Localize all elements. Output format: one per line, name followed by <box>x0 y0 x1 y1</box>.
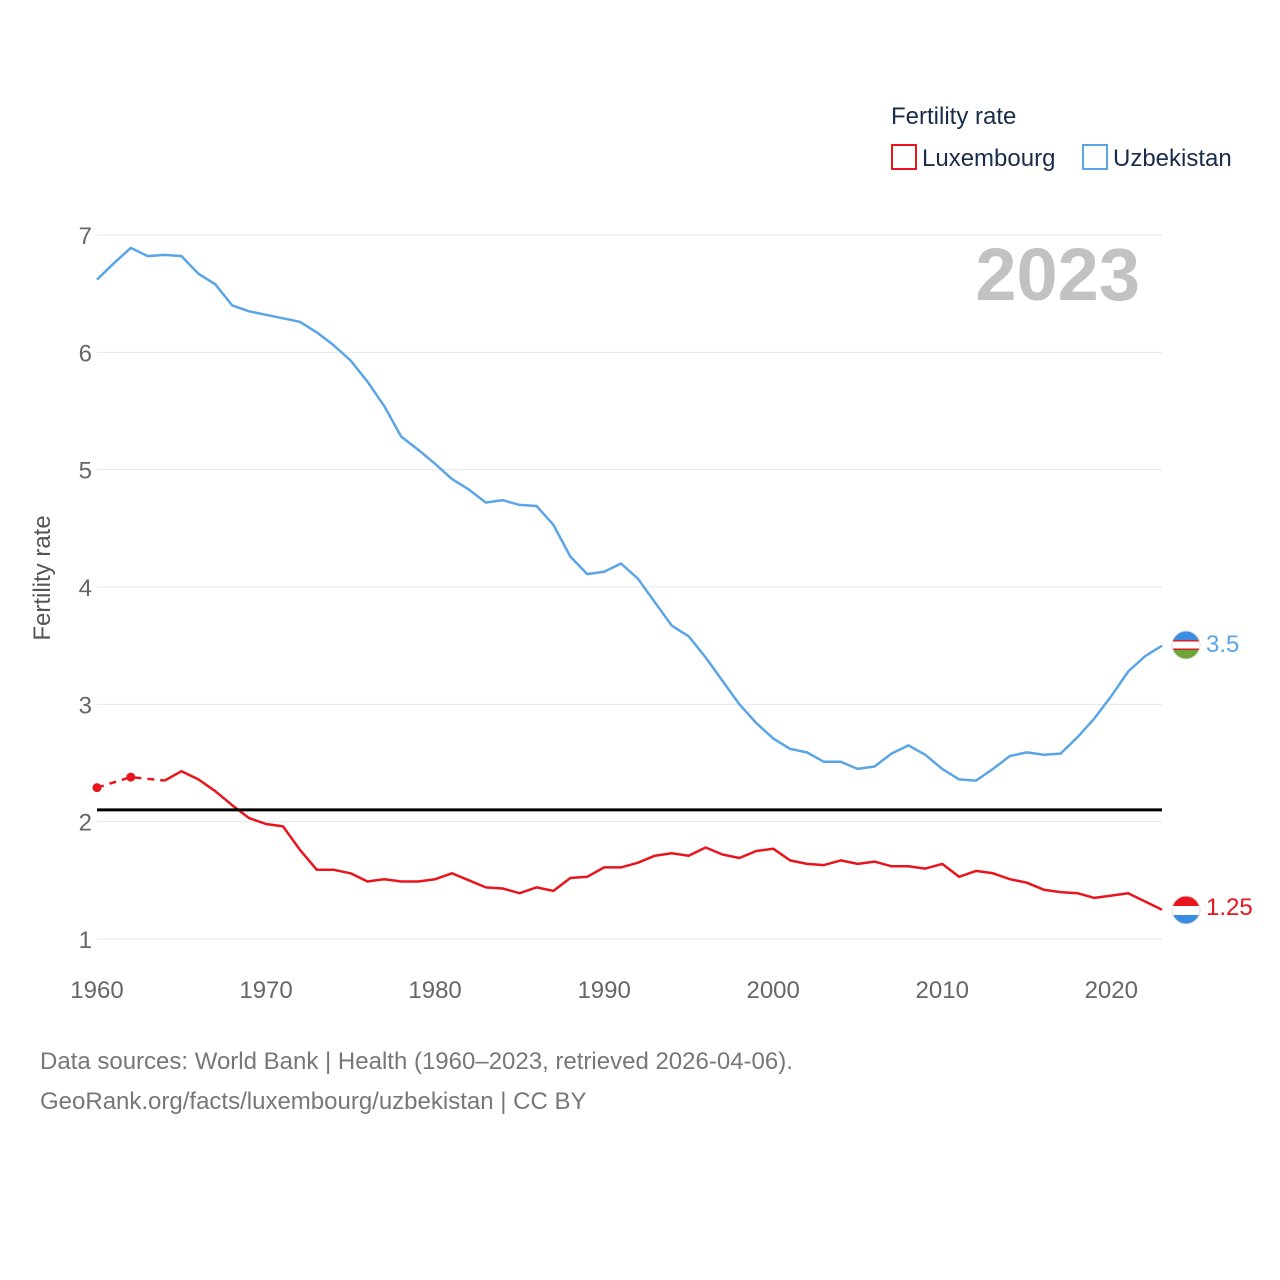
y-axis-ticks: 1 2 3 4 5 6 7 <box>79 223 92 954</box>
series-line-uzbekistan[interactable] <box>96 246 1163 782</box>
luxembourg-flag-icon <box>1172 896 1200 924</box>
luxembourg-flag-border <box>1171 895 1201 925</box>
x-tick-label-1960: 1960 <box>70 977 123 1004</box>
source-line-1: Data sources: World Bank | Health (1960–… <box>40 1048 793 1075</box>
legend-label-uzbekistan[interactable]: Uzbekistan <box>1113 145 1232 172</box>
x-tick-label-1970: 1970 <box>239 977 292 1004</box>
x-axis-ticks: 1960 1970 1980 1990 2000 2010 2020 <box>70 977 1138 1004</box>
y-tick-label-1: 1 <box>79 927 92 954</box>
year-label: 2023 <box>975 233 1140 316</box>
y-tick-label-6: 6 <box>79 340 92 367</box>
data-point-luxembourg-1962[interactable] <box>126 772 136 782</box>
source-line-2[interactable]: GeoRank.org/facts/luxembourg/uzbekistan … <box>40 1088 587 1115</box>
series-layer <box>92 246 1163 911</box>
y-tick-label-2: 2 <box>79 810 92 837</box>
legend-swatch-uzbekistan[interactable] <box>1082 144 1108 170</box>
grid-lines <box>97 234 1162 940</box>
legend-title: Fertility rate <box>891 103 1016 130</box>
series-dashed-luxembourg[interactable] <box>96 775 165 789</box>
y-tick-label-5: 5 <box>79 458 92 485</box>
y-tick-label-4: 4 <box>79 575 92 602</box>
uzbekistan-end-value: 3.5 <box>1206 631 1239 658</box>
x-tick-label-2010: 2010 <box>916 977 969 1004</box>
uzbekistan-flag-icon <box>1172 631 1200 659</box>
x-tick-label-1980: 1980 <box>408 977 461 1004</box>
data-point-luxembourg-1960[interactable] <box>92 783 102 793</box>
y-axis-title: Fertility rate <box>29 515 56 640</box>
source-note: Data sources: World Bank | Health (1960–… <box>40 1042 793 1122</box>
x-tick-label-1990: 1990 <box>577 977 630 1004</box>
y-tick-label-7: 7 <box>79 223 92 250</box>
y-tick-label-3: 3 <box>79 692 92 719</box>
x-tick-label-2000: 2000 <box>746 977 799 1004</box>
legend-swatch-luxembourg[interactable] <box>891 144 917 170</box>
uzbekistan-flag-border <box>1171 630 1201 660</box>
luxembourg-end-value: 1.25 <box>1206 894 1253 921</box>
x-tick-label-2020: 2020 <box>1085 977 1138 1004</box>
legend-label-luxembourg[interactable]: Luxembourg <box>922 145 1055 172</box>
series-line-luxembourg[interactable] <box>163 769 1163 911</box>
